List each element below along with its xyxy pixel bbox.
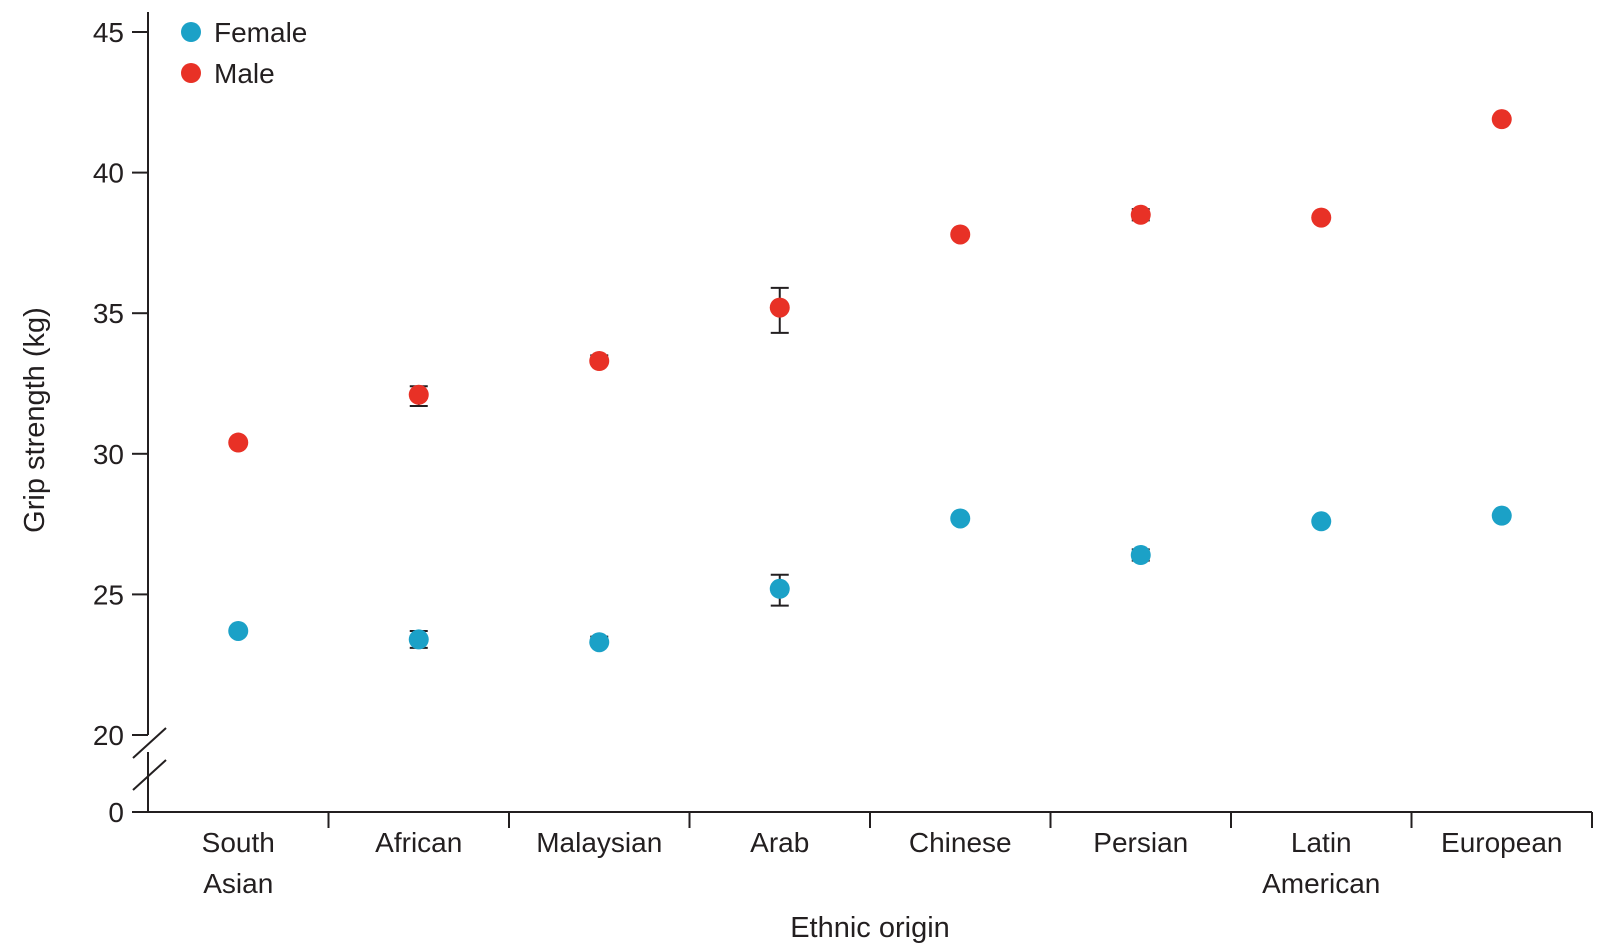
y-axis-break-mark <box>132 727 167 759</box>
female-point <box>1130 545 1151 566</box>
x-tick-label: African <box>375 827 462 858</box>
x-tick-label: Chinese <box>909 827 1012 858</box>
legend: Female Male <box>181 17 307 89</box>
legend-label-female: Female <box>214 17 307 48</box>
female-point <box>1311 511 1332 532</box>
y-tick-label: 30 <box>93 439 124 470</box>
male-point <box>589 351 610 372</box>
y-ticks: 45 40 35 30 25 20 0 <box>93 17 148 828</box>
y-tick-label: 0 <box>108 797 124 828</box>
y-tick-label: 25 <box>93 579 124 610</box>
x-tick-labels: South Asian African Malaysian Arab Chinese Per… <box>202 827 1563 899</box>
x-tick-label: South <box>202 827 275 858</box>
y-axis-title: Grip strength (kg) <box>19 307 51 533</box>
legend-marker-male <box>181 63 201 83</box>
y-tick-label: 45 <box>93 17 124 48</box>
x-tick-label: Asian <box>203 868 273 899</box>
male-point <box>1491 109 1512 130</box>
female-point <box>950 508 971 529</box>
female-point <box>408 629 429 650</box>
legend-marker-female <box>181 22 201 42</box>
male-point <box>1311 207 1332 228</box>
female-point <box>589 632 610 653</box>
x-tick-label: American <box>1262 868 1380 899</box>
x-tick-label: Malaysian <box>536 827 662 858</box>
y-tick-label: 35 <box>93 298 124 329</box>
x-axis-title: Ethnic origin <box>790 912 950 944</box>
male-point <box>769 297 790 318</box>
male-point <box>950 224 971 245</box>
male-point <box>228 432 249 453</box>
male-point <box>1130 204 1151 225</box>
x-tick-label: Persian <box>1093 827 1188 858</box>
female-point <box>769 578 790 599</box>
data-marks <box>228 109 1512 653</box>
x-tick-label: Latin <box>1291 827 1352 858</box>
y-tick-label: 40 <box>93 158 124 189</box>
female-point <box>228 620 249 641</box>
legend-label-male: Male <box>214 58 275 89</box>
x-tick-label: Arab <box>750 827 809 858</box>
male-point <box>408 384 429 405</box>
y-tick-label: 20 <box>93 720 124 751</box>
female-point <box>1491 505 1512 526</box>
x-ticks <box>327 812 1593 828</box>
x-tick-label: European <box>1441 827 1562 858</box>
y-axis-break-mark <box>132 759 167 791</box>
